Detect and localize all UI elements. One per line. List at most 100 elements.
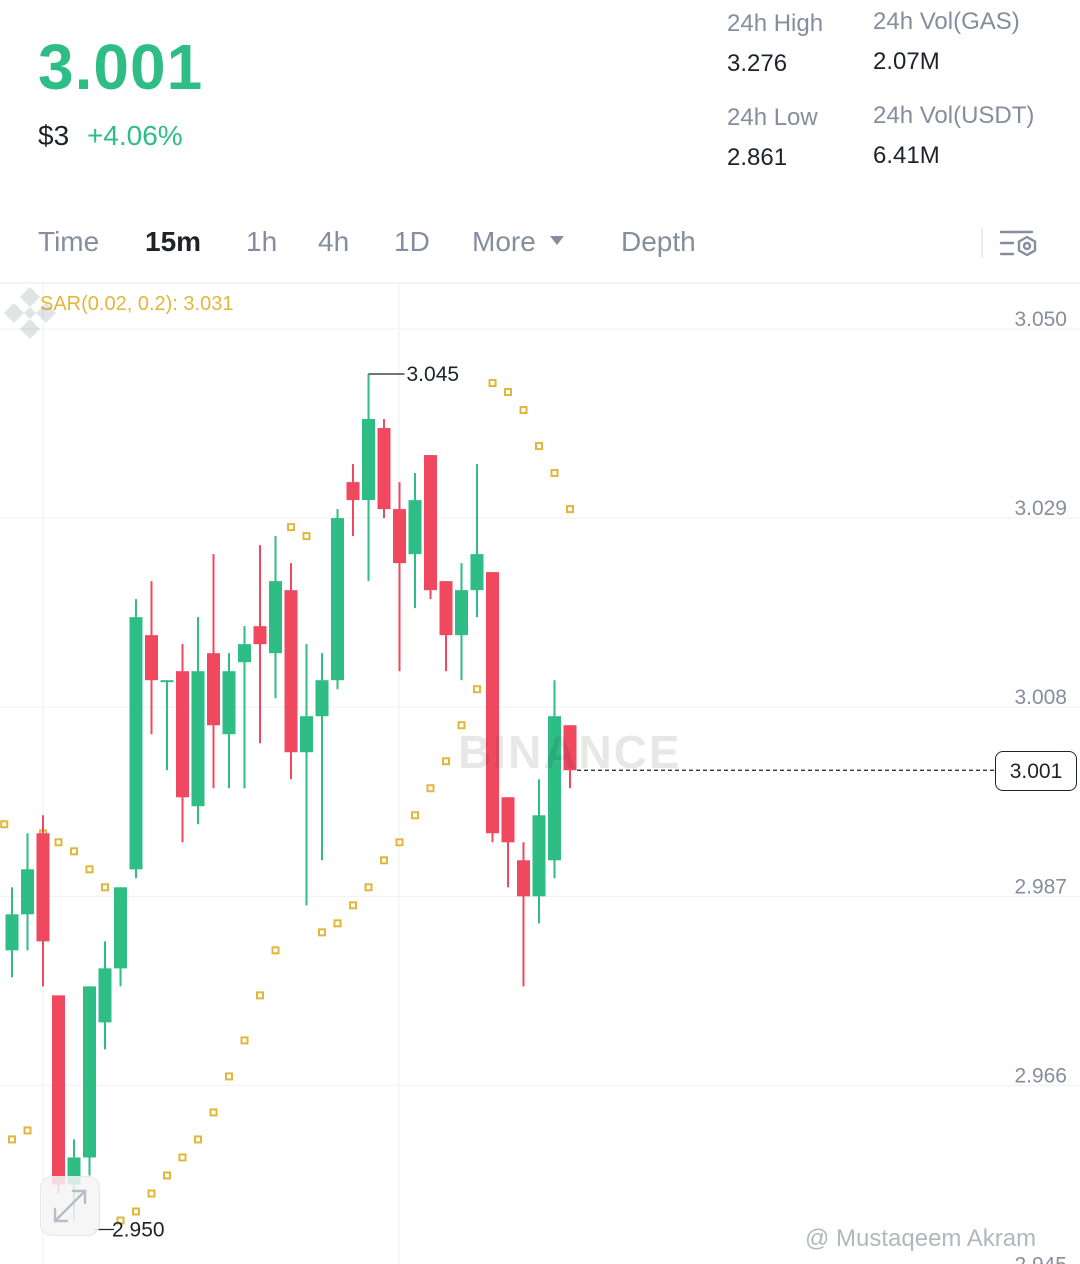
stat-label: 24h Low xyxy=(727,104,818,131)
sar-point xyxy=(70,847,78,856)
candle-body xyxy=(501,797,515,843)
candle-body xyxy=(563,725,577,771)
sar-point xyxy=(0,820,9,829)
candle-body xyxy=(145,635,158,681)
sar-point xyxy=(209,1108,218,1117)
candle-body xyxy=(300,716,313,753)
sar-point xyxy=(287,523,295,532)
y-tick-label: 2.987 xyxy=(1014,875,1067,898)
sar-indicator-label: SAR(0.02, 0.2): 3.031 xyxy=(40,293,234,315)
stat-24h-vol-base: 24h Vol(GAS) 2.07M xyxy=(873,8,1020,76)
candle-body xyxy=(486,572,499,834)
sar-point xyxy=(550,469,559,478)
current-price-tag: 3.001 xyxy=(995,751,1077,791)
expand-chart-button[interactable] xyxy=(40,1176,100,1236)
sar-point xyxy=(23,1126,32,1135)
low-marker-label: 2.950 xyxy=(112,1219,165,1242)
candle-body xyxy=(253,626,267,645)
candlestick-chart[interactable]: 3.050 3.029 3.008 2.987 2.966 2.945 3.045 2.950… xyxy=(0,283,1080,1264)
price-change-percent: +4.06% xyxy=(86,120,183,151)
tab-15m[interactable]: 15m xyxy=(145,226,202,257)
sar-point xyxy=(380,856,388,865)
y-tick-label: 3.050 xyxy=(1014,308,1067,331)
tab-time[interactable]: Time xyxy=(38,226,100,257)
sar-point xyxy=(473,685,481,694)
stat-24h-vol-quote: 24h Vol(USDT) 6.41M xyxy=(873,102,1034,170)
sar-point xyxy=(349,901,357,910)
tab-1d[interactable]: 1D xyxy=(394,226,430,257)
candle-body xyxy=(207,653,220,726)
candle-body xyxy=(517,860,530,897)
candle-body xyxy=(424,455,437,591)
caret-down-icon xyxy=(549,236,564,246)
sar-point xyxy=(225,1072,233,1081)
sar-point xyxy=(302,532,311,541)
sar-point xyxy=(457,721,466,730)
stat-value: 3.276 xyxy=(727,50,788,77)
candle-body xyxy=(455,590,468,636)
sar-point xyxy=(147,1189,156,1198)
candle-body xyxy=(160,680,174,683)
candle-body xyxy=(315,680,329,717)
candle-body xyxy=(532,815,546,897)
candle-body xyxy=(129,617,143,870)
stat-label: 24h High xyxy=(727,10,824,37)
candle-body xyxy=(238,644,251,663)
sar-point xyxy=(256,991,264,1000)
interval-tabs: Time 15m 1h 4h 1D More Depth xyxy=(0,212,1080,283)
price-subline: $3 +4.06% xyxy=(38,120,183,152)
chart-settings-icon[interactable] xyxy=(998,226,1040,262)
candle-body xyxy=(191,671,205,807)
y-tick-label: 2.945 xyxy=(1014,1254,1067,1264)
sar-point xyxy=(54,838,63,847)
candle-body xyxy=(114,887,127,969)
tab-divider xyxy=(981,228,983,258)
sar-point xyxy=(566,505,574,514)
sar-point xyxy=(426,784,435,793)
credit-watermark: @ Mustaqeem Akram xyxy=(805,1225,1037,1252)
chart-canvas: 3.050 3.029 3.008 2.987 2.966 2.945 3.045 2.950 xyxy=(0,283,1080,1264)
stat-24h-low: 24h Low 2.861 xyxy=(727,104,818,172)
candle-body xyxy=(439,581,453,636)
candle-body xyxy=(470,554,484,591)
sar-point xyxy=(411,811,419,820)
sar-point xyxy=(333,919,342,928)
candle-body xyxy=(269,581,282,654)
stat-value: 6.41M xyxy=(873,142,940,169)
sar-point xyxy=(8,1135,16,1144)
candle-body xyxy=(52,995,65,1185)
tab-depth[interactable]: Depth xyxy=(621,226,696,257)
sar-point xyxy=(535,442,543,451)
sar-point xyxy=(395,838,404,847)
usd-price: $3 xyxy=(38,120,70,151)
stat-label: 24h Vol(GAS) xyxy=(873,8,1020,35)
tab-4h[interactable]: 4h xyxy=(318,226,350,257)
candle-body xyxy=(98,968,112,1023)
sar-point xyxy=(519,406,528,415)
tab-more-label: More xyxy=(472,226,536,257)
candle-body xyxy=(21,869,34,915)
candle-body xyxy=(362,419,375,501)
high-marker-label: 3.045 xyxy=(407,363,460,386)
sar-point xyxy=(85,865,94,874)
tab-more[interactable]: More xyxy=(472,226,564,258)
candle-body xyxy=(284,590,298,753)
expand-icon xyxy=(53,1189,87,1223)
candle-body xyxy=(5,914,19,951)
stat-value: 2.861 xyxy=(727,144,788,171)
candle-body xyxy=(83,986,96,1158)
candle-body xyxy=(377,428,391,510)
sar-point xyxy=(116,1216,125,1225)
watermark-text: BINANCE xyxy=(458,726,682,778)
binance-logo-watermark xyxy=(4,287,56,339)
sar-point xyxy=(163,1171,171,1180)
stat-24h-high: 24h High 3.276 xyxy=(727,10,823,78)
sar-point xyxy=(101,883,109,892)
sar-point xyxy=(271,946,280,955)
last-price: 3.001 xyxy=(38,31,204,103)
sar-point xyxy=(194,1135,202,1144)
stat-label: 24h Vol(USDT) xyxy=(873,102,1035,129)
candle-body xyxy=(222,671,236,735)
tab-1h[interactable]: 1h xyxy=(246,226,278,257)
ticker-header: 3.001 $3 +4.06% 24h High 3.276 24h Vol(G… xyxy=(0,0,1080,210)
